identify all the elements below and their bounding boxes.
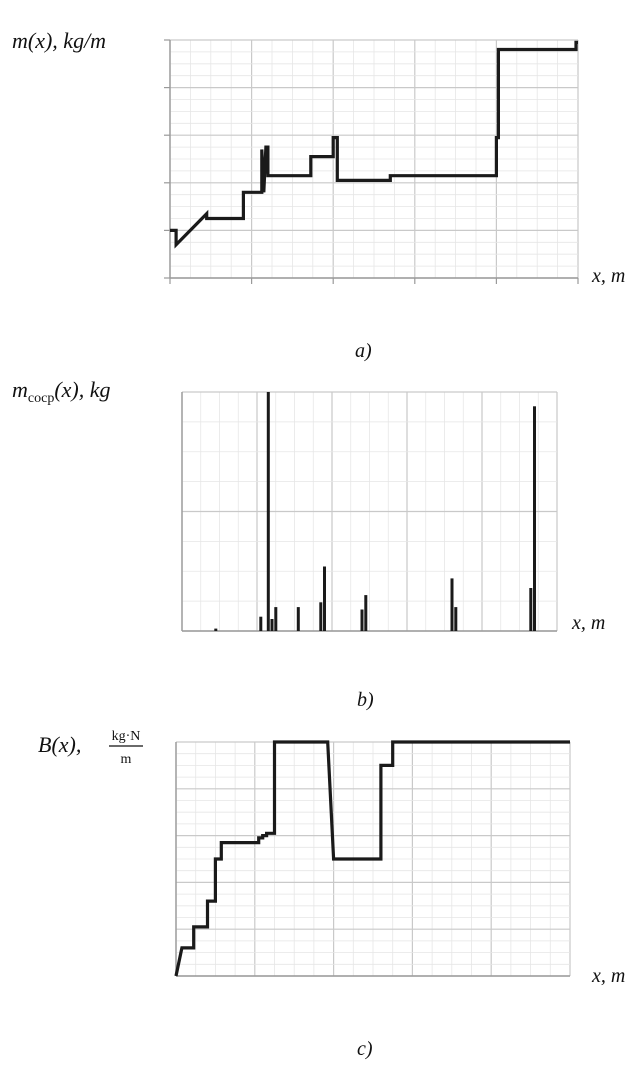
ylabel-c-main: B(x), — [38, 732, 81, 757]
bar-1-7 — [323, 566, 326, 631]
ylabel-b-main: m — [12, 377, 28, 402]
bar-1-0 — [214, 628, 218, 631]
bar-1-9 — [364, 595, 368, 631]
panel-b: mcocp(x), kg x, m b) — [12, 377, 605, 711]
bar-1-5 — [296, 607, 300, 631]
grid-b — [181, 391, 558, 632]
axes-a — [164, 39, 579, 284]
ylabel-a-text: m(x), kg/m — [12, 28, 106, 53]
bar-1-2 — [266, 392, 270, 631]
axes-b — [181, 392, 557, 632]
ylabel-b-rest: (x), kg — [54, 377, 110, 402]
ylabel-a: m(x), kg/m — [12, 28, 106, 53]
series-line-2-0 — [174, 740, 570, 977]
series-line-0-0 — [170, 40, 578, 249]
panel-c: B(x), kg·N m x, m c) — [38, 729, 625, 1060]
xlabel-a: x, m — [591, 265, 625, 287]
xlabel-b: x, m — [571, 612, 605, 634]
bar-1-10 — [450, 578, 454, 631]
panel-label-b: b) — [357, 689, 374, 711]
panel-a: m(x), kg/m x, m a) — [12, 28, 625, 362]
panel-label-a: a) — [355, 340, 372, 362]
bar-1-1 — [259, 616, 263, 631]
ylabel-c-den: m — [121, 752, 132, 767]
xlabel-c: x, m — [591, 965, 625, 987]
bar-1-12 — [529, 588, 533, 631]
bar-1-8 — [360, 609, 364, 631]
series-c — [174, 740, 570, 977]
ylabel-c-num: kg·N — [112, 729, 141, 744]
bar-1-11 — [454, 607, 458, 631]
panel-label-c: c) — [357, 1038, 373, 1060]
bar-1-4 — [274, 607, 278, 631]
axes-c — [175, 742, 570, 977]
bar-1-3 — [270, 619, 274, 631]
series-a — [170, 40, 578, 249]
bars-b — [214, 392, 536, 631]
ylabel-b: mcocp(x), kg — [12, 377, 111, 406]
bar-1-13 — [533, 406, 536, 631]
ylabel-b-sub: cocp — [28, 391, 54, 406]
bar-1-6 — [319, 602, 323, 631]
grid-a — [169, 39, 579, 279]
